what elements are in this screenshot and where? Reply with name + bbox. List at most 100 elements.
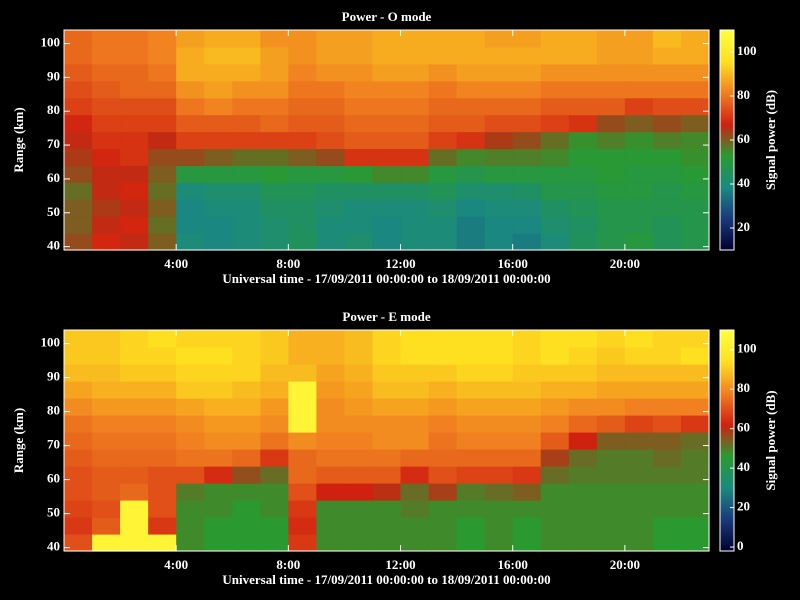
heatmap-cell	[92, 165, 121, 183]
heatmap-cell	[568, 199, 598, 217]
heatmap-cell	[204, 216, 233, 234]
heatmap-cell	[120, 97, 149, 116]
heatmap-cell	[540, 63, 570, 82]
heatmap-cell	[456, 148, 486, 166]
heatmap-cell	[624, 46, 654, 65]
heatmap-cell	[232, 97, 261, 116]
heatmap-cell	[652, 131, 682, 150]
heatmap-cell	[512, 114, 542, 133]
heatmap-cell	[596, 216, 626, 234]
heatmap-cell	[316, 449, 346, 467]
heatmap-cell	[540, 330, 570, 348]
heatmap-cell	[512, 347, 542, 365]
heatmap-cell	[484, 148, 514, 166]
heatmap-cell	[540, 97, 570, 116]
colorbar-tick-label: 80	[737, 87, 750, 102]
heatmap-cell	[568, 46, 598, 65]
heatmap-cell	[204, 330, 233, 348]
heatmap-cell	[260, 432, 289, 450]
colorbar-tick-label: 60	[737, 420, 750, 435]
heatmap-cell	[652, 216, 682, 234]
heatmap-cell	[568, 483, 598, 501]
heatmap-cell	[120, 131, 149, 150]
heatmap-cell	[288, 398, 317, 416]
heatmap-cell	[260, 449, 289, 467]
heatmap-cell	[568, 30, 598, 48]
heatmap-cell	[624, 97, 654, 116]
heatmap-cell	[232, 199, 261, 217]
heatmap-cell	[148, 199, 177, 217]
heatmap-cell	[232, 517, 261, 535]
heatmap-cell	[316, 182, 346, 200]
heatmap-cell	[92, 534, 121, 552]
y-tick-label: 80	[47, 102, 60, 117]
heatmap-cell	[232, 46, 261, 65]
heatmap-cell	[484, 466, 514, 484]
heatmap-cell	[680, 30, 710, 48]
heatmap-cell	[400, 182, 430, 200]
heatmap-cell	[512, 415, 542, 433]
heatmap-cell	[428, 483, 458, 501]
heatmap-cell	[512, 432, 542, 450]
heatmap-cell	[260, 347, 289, 365]
heatmap-cell	[120, 381, 149, 399]
heatmap-cell	[540, 165, 570, 183]
heatmap-cell	[120, 432, 149, 450]
heatmap-cell	[596, 131, 626, 150]
heatmap-cell	[428, 199, 458, 217]
y-tick-label: 70	[47, 437, 60, 452]
heatmap-cell	[288, 330, 317, 348]
heatmap-cell	[64, 148, 93, 166]
heatmap-cell	[372, 63, 402, 82]
heatmap-cell	[176, 148, 205, 166]
heatmap-cell	[624, 381, 654, 399]
heatmap-cell	[288, 148, 317, 166]
heatmap-cell	[680, 364, 710, 382]
heatmap-cell	[120, 63, 149, 82]
heatmap-cell	[540, 381, 570, 399]
heatmap-cell	[344, 46, 374, 65]
heatmap-cell	[204, 80, 233, 99]
heatmap-cell	[540, 415, 570, 433]
heatmap-cell	[568, 534, 598, 552]
heatmap-cell	[652, 182, 682, 200]
heatmap-cell	[232, 182, 261, 200]
heatmap-cell	[204, 148, 233, 166]
heatmap-cell	[148, 432, 177, 450]
heatmap-cell	[260, 483, 289, 501]
heatmap-cell	[428, 63, 458, 82]
heatmap-cell	[288, 415, 317, 433]
heatmap-cell	[456, 381, 486, 399]
heatmap-cell	[176, 182, 205, 200]
heatmap-cell	[456, 233, 486, 251]
heatmap-cell	[232, 131, 261, 150]
heatmap-cell	[624, 398, 654, 416]
heatmap-cell	[568, 233, 598, 251]
heatmap-cell	[316, 432, 346, 450]
y-tick-label: 40	[47, 539, 60, 554]
heatmap-cell	[232, 114, 261, 133]
heatmap-cell	[204, 415, 233, 433]
heatmap-cell	[204, 182, 233, 200]
heatmap-cell	[484, 517, 514, 535]
heatmap-cell	[484, 114, 514, 133]
heatmap-cell	[204, 364, 233, 382]
heatmap-cell	[456, 500, 486, 518]
heatmap-cell	[624, 517, 654, 535]
plot-frame	[63, 29, 710, 251]
heatmap-cell	[176, 432, 205, 450]
heatmap-cell	[400, 432, 430, 450]
heatmap-cell	[344, 80, 374, 99]
heatmap-cell	[624, 30, 654, 48]
heatmap-cell	[372, 517, 402, 535]
heatmap-cell	[148, 330, 177, 348]
heatmap-cell	[64, 398, 93, 416]
heatmap-cell	[288, 534, 317, 552]
heatmap-cell	[148, 381, 177, 399]
heatmap-cell	[540, 466, 570, 484]
heatmap-cell	[316, 381, 346, 399]
heatmap-cell	[456, 398, 486, 416]
heatmap-cell	[596, 182, 626, 200]
heatmap-cell	[148, 131, 177, 150]
heatmap-cell	[232, 63, 261, 82]
